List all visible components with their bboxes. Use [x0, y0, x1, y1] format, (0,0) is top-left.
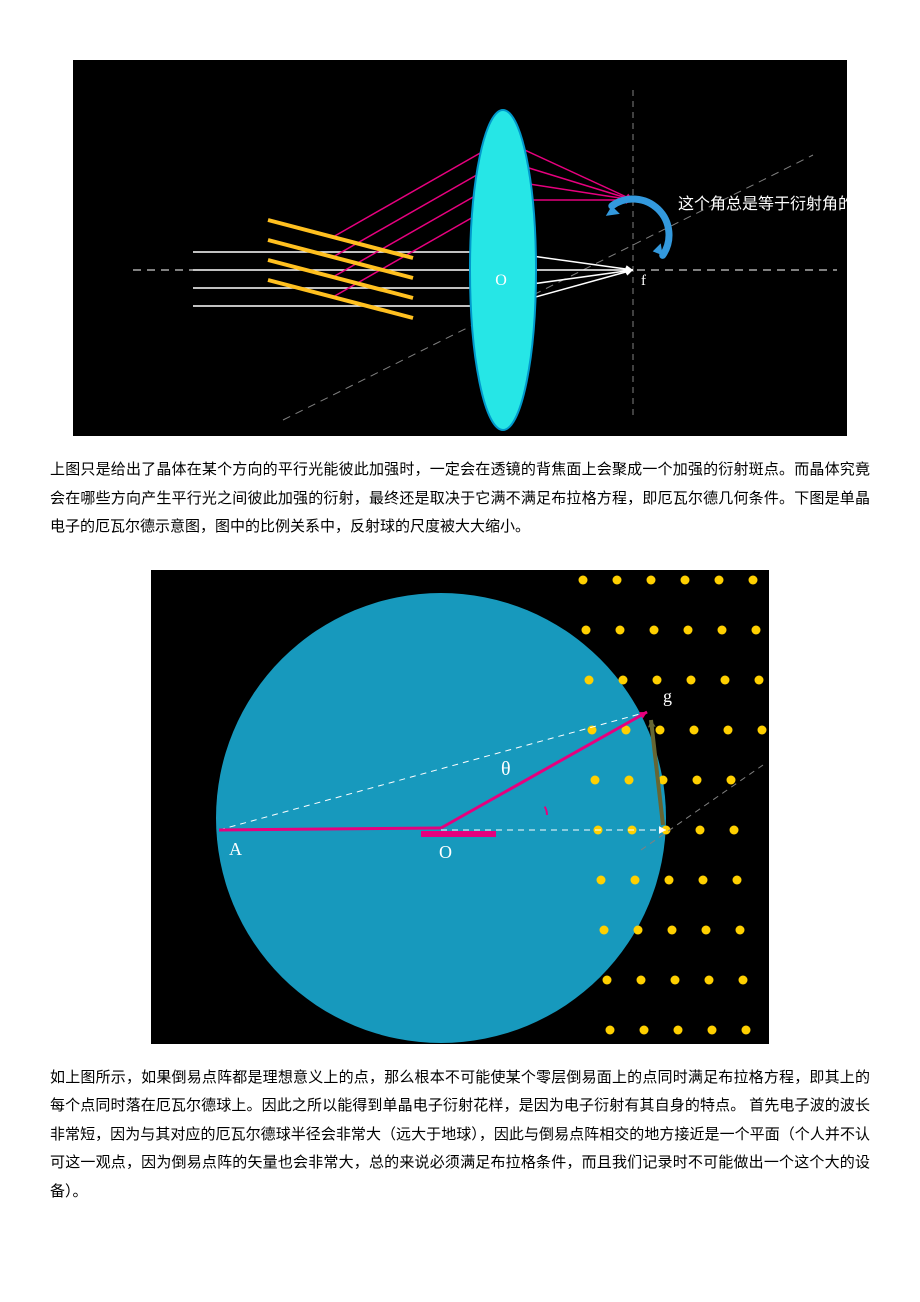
svg-text:O: O — [439, 842, 452, 862]
svg-text:g: g — [663, 686, 672, 706]
svg-text:O: O — [495, 272, 507, 289]
paragraph-1: 上图只是给出了晶体在某个方向的平行光能彼此加强时，一定会在透镜的背焦面上会聚成一… — [50, 456, 870, 542]
svg-text:θ: θ — [501, 758, 511, 780]
paragraph-2: 如上图所示，如果倒易点阵都是理想意义上的点，那么根本不可能使某个零层倒易面上的点… — [50, 1064, 870, 1207]
svg-text:f: f — [641, 273, 646, 289]
svg-text:A: A — [229, 839, 242, 859]
ewald-sphere-figure: θ A Og — [151, 570, 769, 1044]
lens-diffraction-figure: Of 这个角总是等于衍射角的 — [73, 60, 847, 436]
svg-text:这个角总是等于衍射角的: 这个角总是等于衍射角的 — [678, 195, 847, 213]
